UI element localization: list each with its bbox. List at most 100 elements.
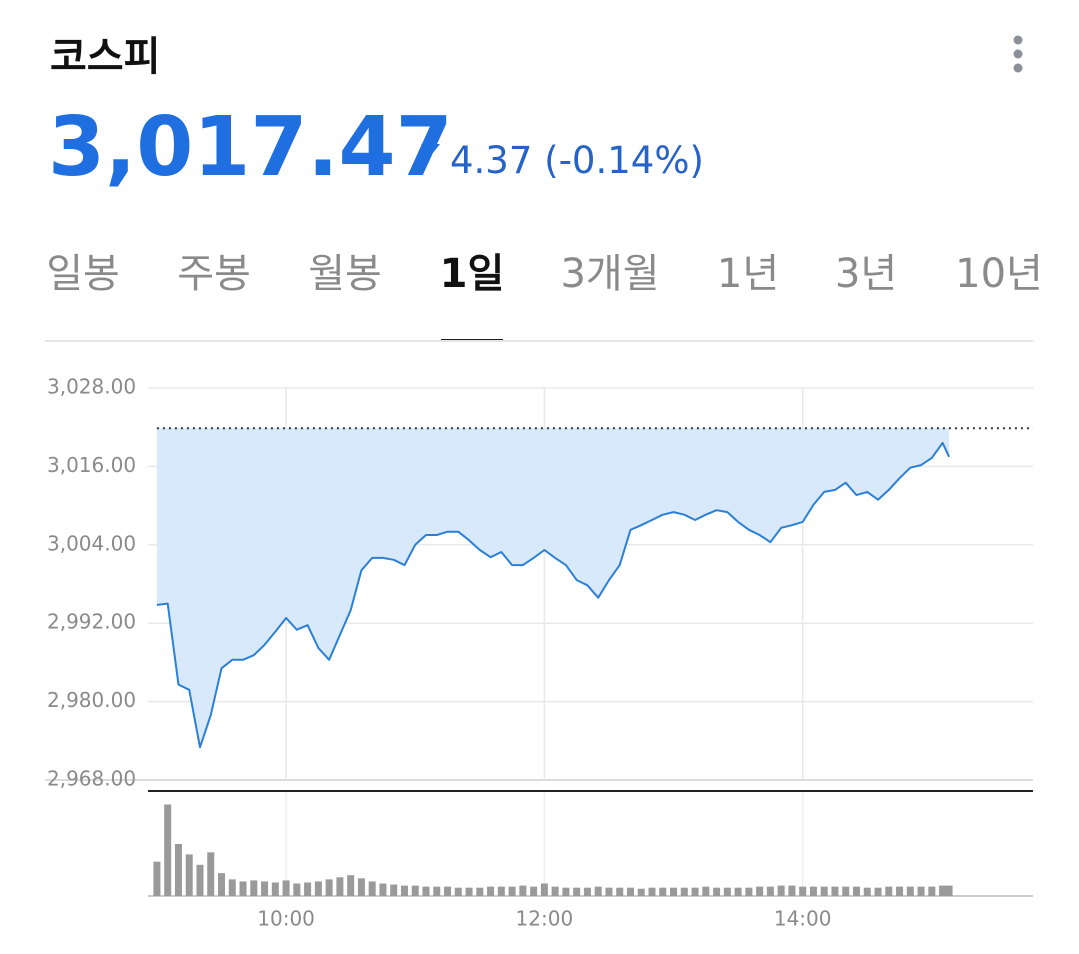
volume-bar <box>713 887 721 896</box>
chart: 2,968.00 2,980.00 2,992.00 3,004.00 3,016.00… <box>45 375 1033 931</box>
tab[interactable]: 주봉 <box>177 251 251 297</box>
volume-bar <box>562 887 570 896</box>
volume-bar <box>626 887 634 896</box>
volume-bar <box>540 883 548 896</box>
down-arrow <box>421 144 440 156</box>
tab[interactable]: 3개월 <box>560 251 659 297</box>
volume-bar <box>809 886 817 896</box>
volume-bar <box>271 882 279 896</box>
volume-bar <box>583 887 591 896</box>
volume-bar <box>497 886 505 896</box>
tabs: 일봉 주봉 월봉 1일 3개월 1년 3년 10년 <box>46 251 1043 341</box>
area <box>156 428 950 748</box>
x-tick-label: 12:00 <box>516 907 574 931</box>
volume-bar <box>293 883 301 896</box>
volume-bar <box>422 886 430 896</box>
volume-bar <box>508 886 516 896</box>
volume-bar <box>594 886 602 896</box>
volume-bar <box>616 887 624 896</box>
volume-bar <box>756 886 764 896</box>
volume-bar <box>153 861 161 896</box>
volume-bar <box>357 878 365 896</box>
volume-bar <box>325 879 333 896</box>
tab[interactable]: 월봉 <box>308 251 382 297</box>
volume-bar <box>433 886 441 896</box>
price: 3,017.47 <box>48 100 453 195</box>
volume-bar <box>164 804 172 896</box>
volume-bar <box>659 887 667 896</box>
volume-bar <box>250 880 258 896</box>
volume-bar <box>196 864 204 896</box>
price-line <box>156 441 951 749</box>
volume-bar <box>680 887 688 896</box>
y-tick-label: 3,028.00 <box>47 375 136 399</box>
volume-bar <box>336 877 344 896</box>
volume-bar <box>863 887 871 896</box>
volume-bar <box>605 887 613 896</box>
volume-bar <box>777 885 785 896</box>
volume-bar <box>831 886 839 896</box>
volume-bar <box>218 873 226 896</box>
volume-bar <box>239 881 247 896</box>
y-tick-label: 2,980.00 <box>47 688 136 712</box>
volume-bar <box>282 880 290 896</box>
volume-bar <box>207 852 215 896</box>
title: 코스피 <box>50 34 160 80</box>
volume-bar <box>670 887 678 896</box>
volume-bar <box>454 887 462 896</box>
volume-bar <box>799 886 807 896</box>
tab[interactable]: 3년 <box>835 251 897 297</box>
volume-bar <box>906 886 914 896</box>
volume-bar <box>347 875 355 896</box>
volume-bar <box>444 886 452 896</box>
volume-bar <box>928 886 936 896</box>
tab[interactable]: 1일 <box>440 251 505 297</box>
volume-bar <box>745 887 753 896</box>
volume-bar <box>379 883 387 896</box>
volume-bar <box>896 886 904 896</box>
volume-bar <box>174 844 182 896</box>
volume-bar <box>917 886 925 896</box>
x-tick-label: 14:00 <box>774 907 832 931</box>
tab[interactable]: 10년 <box>955 251 1043 297</box>
volume-bar <box>842 886 850 896</box>
volume-bar <box>551 886 559 896</box>
tab[interactable]: 1년 <box>717 251 779 297</box>
volume-bar <box>637 888 645 896</box>
volume-bar <box>766 886 774 896</box>
volume-bar <box>411 885 419 896</box>
y-tick-label: 2,992.00 <box>47 610 136 634</box>
dot <box>1013 35 1023 45</box>
volume-bar <box>648 887 656 896</box>
y-tick-label: 3,004.00 <box>47 531 136 555</box>
volume-bar <box>487 886 495 896</box>
volume-bar <box>885 886 893 896</box>
volume-bar <box>185 854 193 896</box>
volume-bar <box>734 887 742 896</box>
volume-bar <box>852 886 860 896</box>
x-tick-label: 10:00 <box>257 907 315 931</box>
volume-bar <box>400 885 408 896</box>
volume-bar <box>304 882 312 896</box>
volume-bar <box>368 881 376 896</box>
volume-bar <box>691 887 699 896</box>
y-tick-label: 2,968.00 <box>47 767 136 791</box>
more-menu[interactable] <box>1013 35 1023 73</box>
change: 4.37 (-0.14%) <box>450 139 704 182</box>
volume-bar <box>945 885 953 896</box>
volume-bar <box>939 885 947 896</box>
volume-bar <box>390 884 398 896</box>
volume-bar <box>519 885 527 896</box>
tab[interactable]: 일봉 <box>46 251 120 297</box>
y-tick-label: 3,016.00 <box>47 453 136 477</box>
volume-bar <box>573 887 581 896</box>
volume-bar <box>820 886 828 896</box>
volume-bar <box>874 887 882 896</box>
volume-bar <box>228 879 236 896</box>
volume-bar <box>530 886 538 896</box>
volume-bar <box>702 886 710 896</box>
volume-bar <box>723 887 731 896</box>
volume-bar <box>314 881 322 896</box>
